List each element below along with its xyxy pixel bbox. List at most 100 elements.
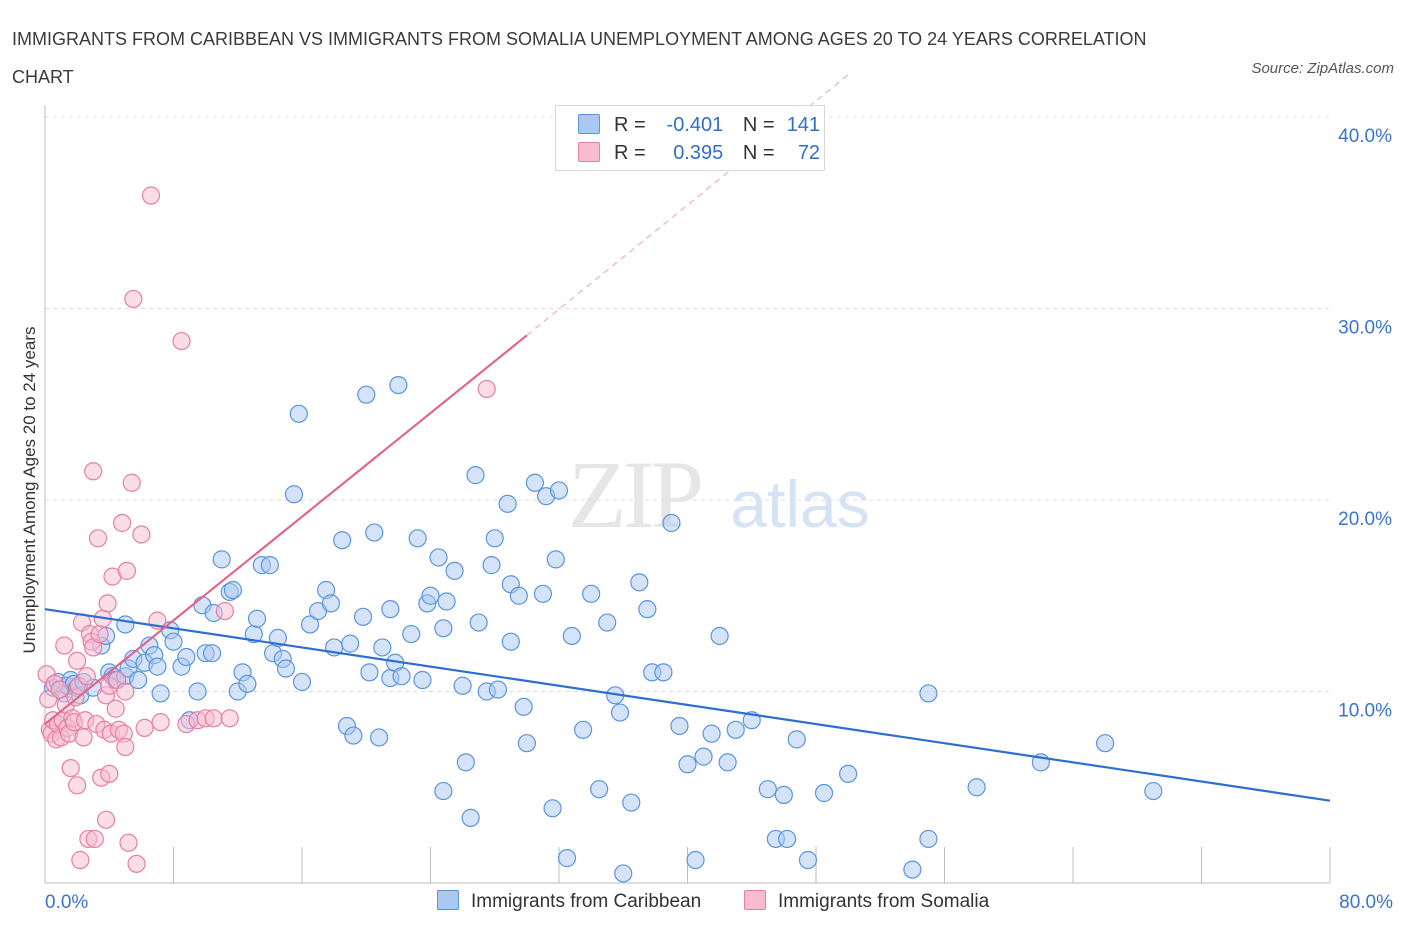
somalia-point — [71, 850, 90, 870]
tick-labels: 10.0% 20.0% 30.0% 40.0% 0.0% 80.0% — [45, 126, 1393, 913]
caribbean-point — [546, 550, 565, 569]
x-tick-label: 0.0% — [45, 892, 88, 913]
caribbean-point — [582, 584, 601, 603]
caribbean-point — [501, 632, 520, 651]
caribbean-point — [662, 513, 681, 533]
caribbean-point — [238, 674, 257, 693]
caribbean-point — [598, 613, 617, 632]
somalia-point — [74, 728, 93, 747]
caribbean-point — [360, 663, 379, 682]
caribbean-point — [421, 586, 440, 605]
somalia-point — [220, 709, 239, 728]
caribbean-point — [839, 764, 858, 783]
caribbean-point — [798, 850, 818, 870]
caribbean-point — [525, 473, 545, 492]
caribbean-point — [466, 466, 485, 485]
somalia-point — [90, 624, 109, 644]
caribbean-point — [718, 753, 737, 772]
somalia-point — [124, 289, 143, 309]
bottom-legend-swatch-caribbean — [437, 890, 459, 910]
caribbean-point — [1144, 781, 1163, 801]
bottom-legend-label-somalia: Immigrants from Somalia — [778, 891, 990, 912]
caribbean-point — [903, 860, 922, 879]
somalia-point — [119, 833, 138, 852]
caribbean-point — [341, 634, 360, 653]
caribbean-point — [365, 523, 384, 542]
caribbean-point — [434, 619, 453, 638]
chart-title: IMMIGRANTS FROM CARIBBEAN VS IMMIGRANTS … — [12, 29, 1147, 87]
caribbean-point — [223, 580, 243, 600]
legend-swatch-somalia — [578, 142, 600, 162]
somalia-point — [85, 829, 104, 849]
somalia-point — [106, 699, 125, 718]
caribbean-point — [333, 531, 352, 550]
caribbean-point — [919, 684, 938, 703]
legend-n-label: N = — [742, 142, 775, 164]
caribbean-point — [694, 747, 713, 766]
caribbean-point — [573, 720, 593, 739]
caribbean-point — [434, 781, 453, 801]
somalia-point — [98, 594, 117, 613]
caribbean-point — [774, 785, 793, 805]
caribbean-point — [726, 720, 745, 739]
somalia-point — [116, 682, 135, 701]
caribbean-point — [702, 724, 721, 743]
somalia-point — [127, 854, 146, 873]
caribbean-point — [461, 808, 480, 827]
caribbean-point — [129, 670, 148, 690]
caribbean-point — [429, 548, 448, 567]
somalia-point — [215, 601, 234, 621]
somalia-point — [151, 713, 170, 732]
somalia-point — [68, 776, 87, 795]
somalia-point — [112, 513, 132, 533]
caribbean-point — [482, 556, 501, 575]
caribbean-point — [373, 638, 392, 657]
caribbean-point — [453, 676, 472, 695]
y-tick-label: 40.0% — [1338, 126, 1392, 147]
caribbean-point — [758, 780, 777, 799]
watermark-zip: ZIP — [568, 441, 701, 548]
caribbean-point — [247, 609, 267, 628]
y-axis-label: Unemployment Among Ages 20 to 24 years — [20, 326, 39, 654]
somalia-point — [117, 561, 137, 580]
legend-n-value: 72 — [797, 142, 821, 164]
legend-row-somalia: R = 0.395 N = 72 — [578, 142, 820, 165]
somalia-point — [84, 462, 103, 481]
caribbean-point — [562, 626, 581, 646]
caribbean-point — [678, 755, 697, 774]
caribbean-point — [557, 849, 577, 868]
somalia-point — [50, 680, 69, 699]
bottom-legend-label-caribbean: Immigrants from Caribbean — [471, 891, 702, 912]
somalia-point — [135, 718, 154, 737]
caribbean-point — [654, 663, 673, 682]
somalia-point — [68, 651, 87, 670]
caribbean-point — [485, 529, 504, 548]
legend-swatch-caribbean — [578, 114, 600, 134]
caribbean-point — [353, 607, 373, 626]
legend-n-label: N = — [742, 114, 775, 136]
caribbean-point — [445, 561, 464, 580]
caribbean-point — [177, 647, 196, 667]
caribbean-trend-line — [44, 608, 1331, 802]
caribbean-point — [630, 573, 649, 592]
caribbean-point — [777, 829, 797, 849]
legend-n-value: 141 — [786, 114, 821, 136]
caribbean-point — [514, 697, 533, 716]
caribbean-point — [622, 793, 641, 812]
caribbean-point — [357, 385, 376, 404]
caribbean-point — [300, 615, 320, 634]
somalia-point — [132, 525, 151, 544]
caribbean-point — [276, 659, 296, 678]
somalia-point — [204, 709, 223, 728]
somalia-point — [88, 529, 108, 548]
caribbean-point — [148, 657, 167, 676]
caribbean-point — [344, 726, 363, 745]
bottom-legend-caribbean: Immigrants from Caribbean — [437, 890, 701, 913]
caribbean-point — [517, 734, 536, 753]
caribbean-point — [614, 864, 633, 883]
somalia-point — [477, 379, 496, 399]
caribbean-point — [498, 494, 517, 513]
somalia-point — [122, 473, 141, 492]
somalia-point — [141, 186, 161, 205]
